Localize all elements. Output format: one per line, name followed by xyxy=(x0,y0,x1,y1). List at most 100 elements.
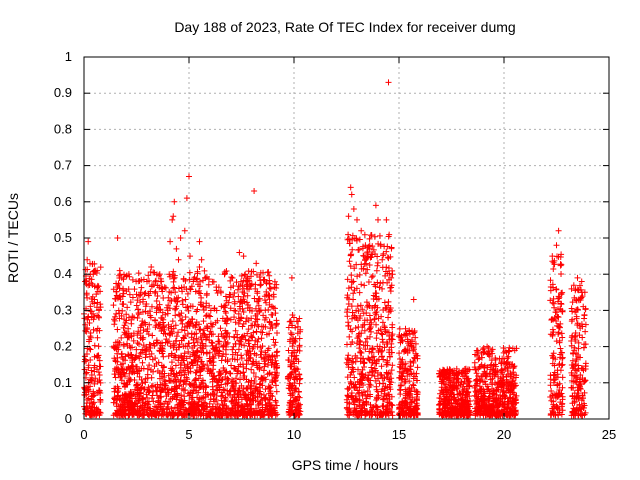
data-point xyxy=(287,375,294,382)
data-point xyxy=(296,315,303,322)
data-point xyxy=(242,318,249,325)
data-point xyxy=(351,312,358,319)
data-point xyxy=(271,363,278,370)
data-point xyxy=(87,346,94,353)
data-point xyxy=(413,377,420,384)
data-point xyxy=(183,286,190,293)
data-point xyxy=(83,403,90,410)
data-point xyxy=(135,341,142,348)
data-point xyxy=(173,333,180,340)
data-point xyxy=(474,397,481,404)
data-point xyxy=(141,386,148,393)
data-point xyxy=(216,386,223,393)
data-point xyxy=(235,363,242,370)
data-point xyxy=(473,370,480,377)
data-point xyxy=(385,79,392,86)
data-point xyxy=(267,388,274,395)
data-point xyxy=(578,397,585,404)
data-point xyxy=(224,330,231,337)
data-point xyxy=(510,391,517,398)
data-point xyxy=(295,411,302,418)
data-point xyxy=(169,318,176,325)
data-point xyxy=(286,318,293,325)
data-point xyxy=(556,337,563,344)
data-point xyxy=(218,397,225,404)
data-point xyxy=(351,384,358,391)
data-point xyxy=(235,283,242,290)
data-point xyxy=(185,340,192,347)
data-point xyxy=(555,306,562,313)
data-point xyxy=(352,358,359,365)
data-point xyxy=(507,387,514,394)
data-point xyxy=(354,303,361,310)
data-point xyxy=(357,338,364,345)
data-point xyxy=(457,390,464,397)
data-point xyxy=(252,373,259,380)
data-point xyxy=(116,267,123,274)
data-point xyxy=(209,321,216,328)
data-point xyxy=(212,412,219,419)
data-point xyxy=(351,235,358,242)
data-point xyxy=(229,346,236,353)
data-point xyxy=(239,412,246,419)
data-point xyxy=(576,376,583,383)
data-point xyxy=(165,391,172,398)
data-point xyxy=(235,346,242,353)
data-point xyxy=(175,357,182,364)
data-point xyxy=(87,383,94,390)
data-point xyxy=(133,381,140,388)
data-point xyxy=(413,388,420,395)
data-point xyxy=(166,409,173,416)
data-point xyxy=(376,232,383,239)
data-point xyxy=(383,264,390,271)
data-point xyxy=(293,375,300,382)
data-point xyxy=(437,372,444,379)
data-point xyxy=(231,314,238,321)
data-point xyxy=(227,370,234,377)
data-point xyxy=(194,268,201,275)
data-point xyxy=(554,382,561,389)
data-point xyxy=(573,306,580,313)
data-point xyxy=(269,352,276,359)
data-point xyxy=(221,398,228,405)
data-point xyxy=(378,363,385,370)
data-point xyxy=(189,360,196,367)
data-point xyxy=(183,195,190,202)
data-point xyxy=(558,330,565,337)
data-point xyxy=(451,372,458,379)
data-point xyxy=(142,400,149,407)
data-point xyxy=(210,278,217,285)
data-point xyxy=(233,375,240,382)
data-point xyxy=(160,330,167,337)
data-point xyxy=(272,322,279,329)
data-point xyxy=(97,363,104,370)
data-point xyxy=(576,381,583,388)
data-point xyxy=(190,278,197,285)
data-point xyxy=(356,341,363,348)
data-point xyxy=(204,404,211,411)
data-point xyxy=(128,351,135,358)
data-point xyxy=(249,393,256,400)
data-point xyxy=(255,302,262,309)
data-point xyxy=(181,371,188,378)
data-point xyxy=(481,404,488,411)
data-point xyxy=(551,304,558,311)
data-point xyxy=(272,357,279,364)
data-point xyxy=(239,323,246,330)
data-point xyxy=(149,332,156,339)
data-point xyxy=(559,374,566,381)
data-point xyxy=(86,320,93,327)
data-point xyxy=(203,292,210,299)
data-point xyxy=(226,388,233,395)
data-point xyxy=(464,367,471,374)
data-point xyxy=(257,307,264,314)
data-point xyxy=(151,403,158,410)
data-point xyxy=(373,403,380,410)
data-point xyxy=(381,323,388,330)
data-point xyxy=(358,380,365,387)
data-point xyxy=(219,353,226,360)
data-point xyxy=(266,292,273,299)
data-point xyxy=(558,362,565,369)
data-point xyxy=(148,263,155,270)
data-point xyxy=(384,357,391,364)
